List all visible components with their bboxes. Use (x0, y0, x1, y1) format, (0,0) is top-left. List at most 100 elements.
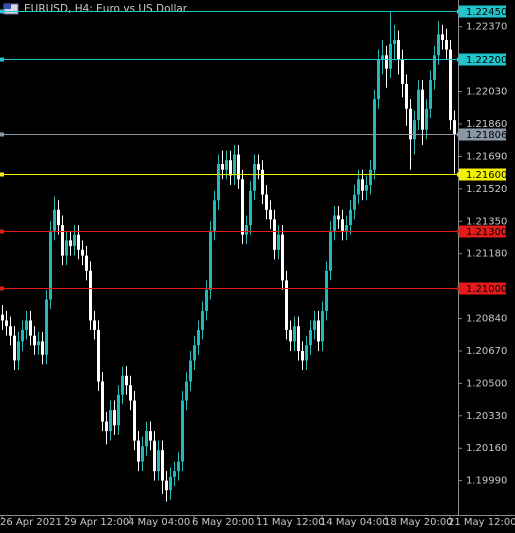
candle-body (37, 341, 40, 346)
candle-body (193, 345, 196, 361)
x-tick-label: 14 May 04:00 (320, 517, 389, 528)
candle-body (317, 320, 320, 342)
candle-body (101, 381, 104, 422)
level-marker (0, 172, 4, 177)
candle-body (349, 209, 352, 226)
candle-body (277, 234, 280, 250)
candle-body (445, 40, 448, 50)
candle-body (149, 431, 152, 441)
candle-body (41, 341, 44, 355)
candle-body (137, 440, 140, 462)
candle-body (321, 310, 324, 342)
candle-body (217, 164, 220, 201)
candle-body (285, 280, 288, 330)
candle-body (253, 164, 256, 191)
candle-body (429, 80, 432, 109)
candle-body (189, 360, 192, 382)
level-label-marker (457, 286, 461, 291)
candle-body (153, 440, 156, 472)
level-marker (0, 9, 4, 14)
y-tick-label: 1.19990 (466, 476, 507, 487)
candle-body (453, 120, 456, 135)
candle-body (301, 350, 304, 361)
candle-body (289, 329, 292, 342)
candle-body (385, 55, 388, 69)
candle-body (353, 194, 356, 210)
candle-body (225, 160, 228, 170)
candle-body (145, 431, 148, 447)
candle-body (237, 154, 240, 180)
candle-body (265, 194, 268, 210)
y-tick-label: 1.22030 (466, 87, 507, 98)
x-tick-label: 4 May 04:00 (128, 517, 190, 528)
candle-body (337, 215, 340, 220)
candle-body (25, 320, 28, 330)
candle-body (65, 240, 68, 256)
candle-body (129, 385, 132, 401)
candle-body (305, 345, 308, 361)
candle-body (409, 108, 412, 140)
candle-body (261, 169, 264, 195)
level-label-marker (457, 57, 461, 62)
candle-body (113, 410, 116, 426)
level-marker (0, 132, 4, 137)
candle-body (397, 40, 400, 60)
candle-body (177, 461, 180, 472)
candle-body (229, 160, 232, 176)
candle-body (425, 108, 428, 130)
candle-body (369, 169, 372, 186)
y-tick-label: 1.20670 (466, 346, 507, 357)
level-label: 1.21600 (466, 170, 507, 181)
candle-body (221, 164, 224, 170)
chart-title: EURUSD, H4: Euro vs US Dollar (24, 3, 188, 15)
candle-body (389, 43, 392, 69)
candle-body (157, 450, 160, 472)
candle-body (125, 375, 128, 386)
level-label: 1.22200 (466, 55, 507, 66)
y-tick-label: 1.20160 (466, 443, 507, 454)
candle-body (105, 421, 108, 432)
level-label-box (459, 5, 506, 18)
level-marker (0, 286, 4, 291)
candle-body (33, 335, 36, 346)
candle-body (341, 219, 344, 231)
level-label-marker (457, 229, 461, 234)
candle-body (417, 89, 420, 121)
candle-body (233, 154, 236, 176)
level-label: 1.21300 (466, 227, 507, 238)
candle-body (437, 34, 440, 56)
candle-body (141, 446, 144, 462)
candle-body (81, 249, 84, 256)
candle-body (345, 225, 348, 231)
candle-body (5, 320, 8, 327)
level-label-box (459, 225, 506, 238)
candle-body (249, 190, 252, 226)
level-label-box (459, 282, 506, 295)
candle-body (21, 329, 24, 342)
candle-body (413, 120, 416, 140)
x-tick-label: 26 Apr 2021 (0, 517, 62, 528)
candle-body (45, 299, 48, 355)
level-label-marker (457, 172, 461, 177)
candle-body (73, 234, 76, 247)
candle-body (61, 225, 64, 256)
candle-body (1, 314, 4, 321)
level-label: 1.21000 (466, 284, 507, 295)
candle-body (85, 255, 88, 271)
candle-body (441, 34, 444, 41)
candle-body (365, 185, 368, 191)
candle-body (381, 55, 384, 60)
candle-body (205, 289, 208, 311)
y-tick-label: 1.21520 (466, 184, 507, 195)
candle-body (333, 215, 336, 231)
candle-body (313, 320, 316, 330)
candle-body (273, 219, 276, 250)
y-tick-label: 1.21180 (466, 249, 507, 260)
candle-body (309, 329, 312, 346)
candle-body (209, 230, 212, 290)
x-tick-label: 21 May 12:00 (448, 517, 515, 528)
candle-body (269, 209, 272, 220)
candle-body (213, 200, 216, 231)
